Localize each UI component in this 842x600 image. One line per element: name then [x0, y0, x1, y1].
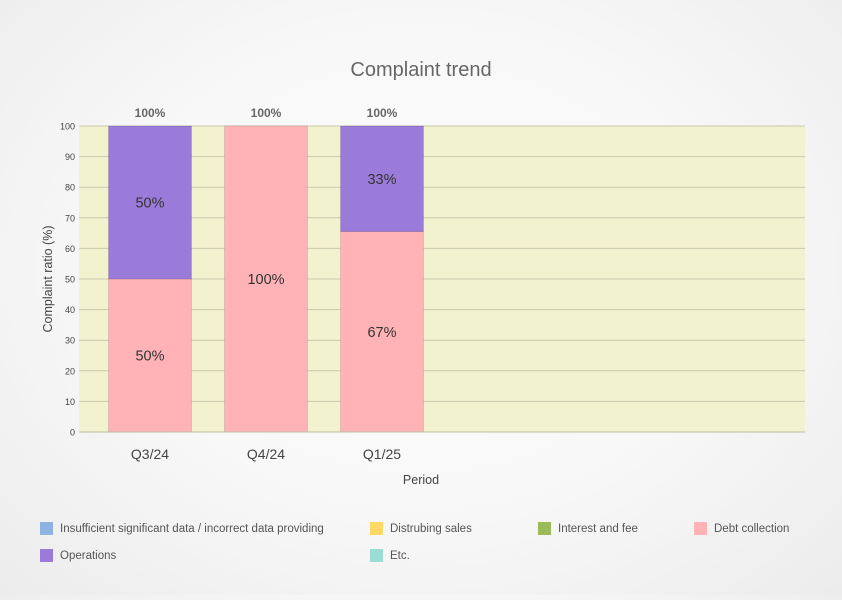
- legend: Insufficient significant data / incorrec…: [40, 522, 820, 572]
- total-label: 100%: [251, 106, 282, 120]
- legend-swatch: [370, 549, 383, 562]
- y-tick-label: 0: [70, 428, 75, 438]
- x-tick-label: Q4/24: [247, 446, 285, 462]
- legend-swatch: [40, 522, 53, 535]
- legend-label: Operations: [60, 549, 117, 562]
- y-tick-label: 70: [65, 213, 75, 223]
- x-tick-label: Q1/25: [363, 446, 401, 462]
- legend-swatch: [370, 522, 383, 535]
- bar-segment: [224, 125, 308, 433]
- data-label: 67%: [367, 325, 396, 341]
- bar-segment: [108, 278, 192, 433]
- y-tick-label: 100: [60, 122, 75, 132]
- plot-area: 0 10 20 30 40 50 60 70 80 90 100 50% 50% 100% Q3/24 100…: [60, 106, 805, 462]
- legend-item: Interest and fee: [538, 522, 638, 535]
- total-label: 100%: [135, 106, 166, 120]
- total-label: 100%: [367, 106, 398, 120]
- legend-label: Etc.: [390, 549, 410, 562]
- y-tick-label: 40: [65, 305, 75, 315]
- legend-item: Insufficient significant data / incorrec…: [40, 522, 324, 535]
- data-label: 50%: [135, 196, 164, 212]
- legend-item: Etc.: [370, 549, 410, 562]
- y-axis-title: Complaint ratio (%): [41, 226, 55, 333]
- chart-title: Complaint trend: [350, 59, 491, 81]
- legend-label: Insufficient significant data / incorrec…: [60, 522, 324, 535]
- data-label: 33%: [367, 172, 396, 188]
- y-tick-label: 80: [65, 183, 75, 193]
- data-label: 100%: [247, 272, 284, 288]
- y-tick-label: 30: [65, 336, 75, 346]
- legend-swatch: [694, 522, 707, 535]
- y-tick-label: 10: [65, 397, 75, 407]
- legend-label: Debt collection: [714, 522, 790, 535]
- legend-label: Distrubing sales: [390, 522, 472, 535]
- legend-swatch: [40, 549, 53, 562]
- bar-segment: [340, 125, 424, 232]
- x-axis-title: Period: [403, 473, 439, 487]
- legend-label: Interest and fee: [558, 522, 638, 535]
- bar-segment: [340, 231, 424, 433]
- bar-segment: [108, 125, 192, 280]
- y-tick-label: 60: [65, 244, 75, 254]
- legend-swatch: [538, 522, 551, 535]
- y-tick-label: 90: [65, 152, 75, 162]
- y-tick-label: 20: [65, 366, 75, 376]
- legend-item: Operations: [40, 549, 116, 562]
- legend-item: Debt collection: [694, 522, 789, 535]
- y-tick-label: 50: [65, 275, 75, 285]
- legend-item: Distrubing sales: [370, 522, 472, 535]
- data-label: 50%: [135, 349, 164, 365]
- x-tick-label: Q3/24: [131, 446, 169, 462]
